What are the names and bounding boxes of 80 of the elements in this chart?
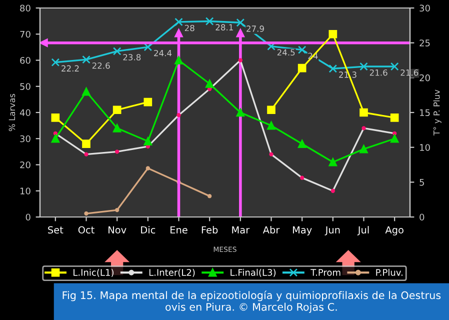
y-tick-label: 60 — [20, 56, 30, 64]
point — [84, 211, 88, 216]
point — [205, 17, 214, 26]
data-label: 21.6 — [370, 69, 388, 76]
point — [144, 137, 152, 146]
y2-tick-label: 10 — [420, 144, 430, 151]
x-tick-label: Jun — [324, 226, 340, 236]
data-label: 22.6 — [92, 62, 110, 69]
point — [144, 98, 152, 106]
point — [328, 158, 338, 166]
legend-label: T.Prom — [310, 269, 340, 276]
point — [236, 18, 245, 27]
x-tick-label: Ago — [385, 226, 404, 236]
data-label: 28 — [184, 24, 194, 32]
y-tick-label: 70 — [20, 30, 30, 38]
point — [51, 58, 60, 67]
point — [267, 106, 276, 114]
point — [390, 114, 399, 122]
legend-label: P.Pluv. — [376, 268, 402, 276]
y2-tick-label: 5 — [420, 179, 424, 186]
legend-label: L.Final(L3) — [230, 268, 276, 277]
point — [112, 106, 122, 114]
x-tick-label: Set — [48, 226, 64, 234]
point — [298, 64, 306, 72]
point — [328, 30, 338, 38]
point — [360, 62, 368, 71]
y-tick-label: 80 — [20, 4, 30, 12]
x-tick-label: Dic — [141, 226, 156, 234]
data-label: 24.4 — [154, 50, 172, 56]
y2-tick-label: 15 — [420, 109, 430, 116]
point — [146, 166, 150, 170]
x-tick-label: Oct — [78, 226, 94, 234]
point — [82, 87, 90, 96]
point — [205, 80, 214, 88]
y-tick-label: 40 — [20, 109, 30, 116]
y-tick-label: 0 — [26, 214, 30, 221]
point — [360, 144, 368, 154]
x-tick-label: May — [292, 226, 312, 236]
y2-tick-label: 20 — [420, 74, 430, 82]
point — [298, 46, 306, 54]
y-tick-label: 50 — [20, 83, 30, 90]
x-tick-label: Mar — [232, 226, 250, 234]
data-label: 24.5 — [277, 49, 295, 56]
point — [360, 108, 368, 117]
data-label: 27.9 — [246, 26, 264, 32]
point — [390, 62, 399, 71]
point — [267, 121, 276, 130]
y-tick-label: 30 — [20, 135, 30, 142]
data-label: 28.1 — [216, 24, 233, 30]
point — [82, 55, 90, 64]
x-tick-label: Abr — [262, 226, 280, 234]
y2-tick-label: 25 — [420, 40, 430, 46]
y2-axis-title: T° y P. Pluv — [433, 90, 442, 136]
x-tick-label: Jul — [357, 226, 369, 236]
point — [82, 140, 90, 148]
caption: Fig 15. Mapa mental de la epizootiología y quimioprofilaxis de la Oestrus ovis en Piura. © Marcelo Rojas C. — [62, 290, 441, 313]
legend-label: L.Inic(L1) — [74, 268, 114, 277]
y-tick-label: 20 — [20, 161, 30, 168]
x-tick-label: Nov — [108, 226, 126, 234]
point — [112, 47, 122, 56]
point — [174, 18, 183, 26]
point — [174, 56, 183, 64]
y2-tick-label: 0 — [420, 214, 424, 221]
y-tick-label: 10 — [20, 188, 30, 194]
point — [236, 108, 245, 117]
y-axis-title: % Larvas — [8, 94, 16, 132]
x-tick-label: Ene — [170, 226, 188, 234]
point — [112, 124, 122, 132]
point — [390, 134, 399, 143]
point — [208, 194, 212, 198]
x-tick-label: Feb — [202, 226, 218, 234]
legend-label: L.Inter(L2) — [149, 268, 195, 277]
point — [328, 64, 338, 73]
point — [115, 208, 120, 212]
point — [51, 134, 60, 143]
point — [51, 114, 60, 122]
y2-tick-label: 30 — [420, 4, 430, 12]
data-label: 23.8 — [123, 54, 141, 60]
data-label: 22.2 — [62, 65, 79, 72]
point — [298, 140, 306, 148]
